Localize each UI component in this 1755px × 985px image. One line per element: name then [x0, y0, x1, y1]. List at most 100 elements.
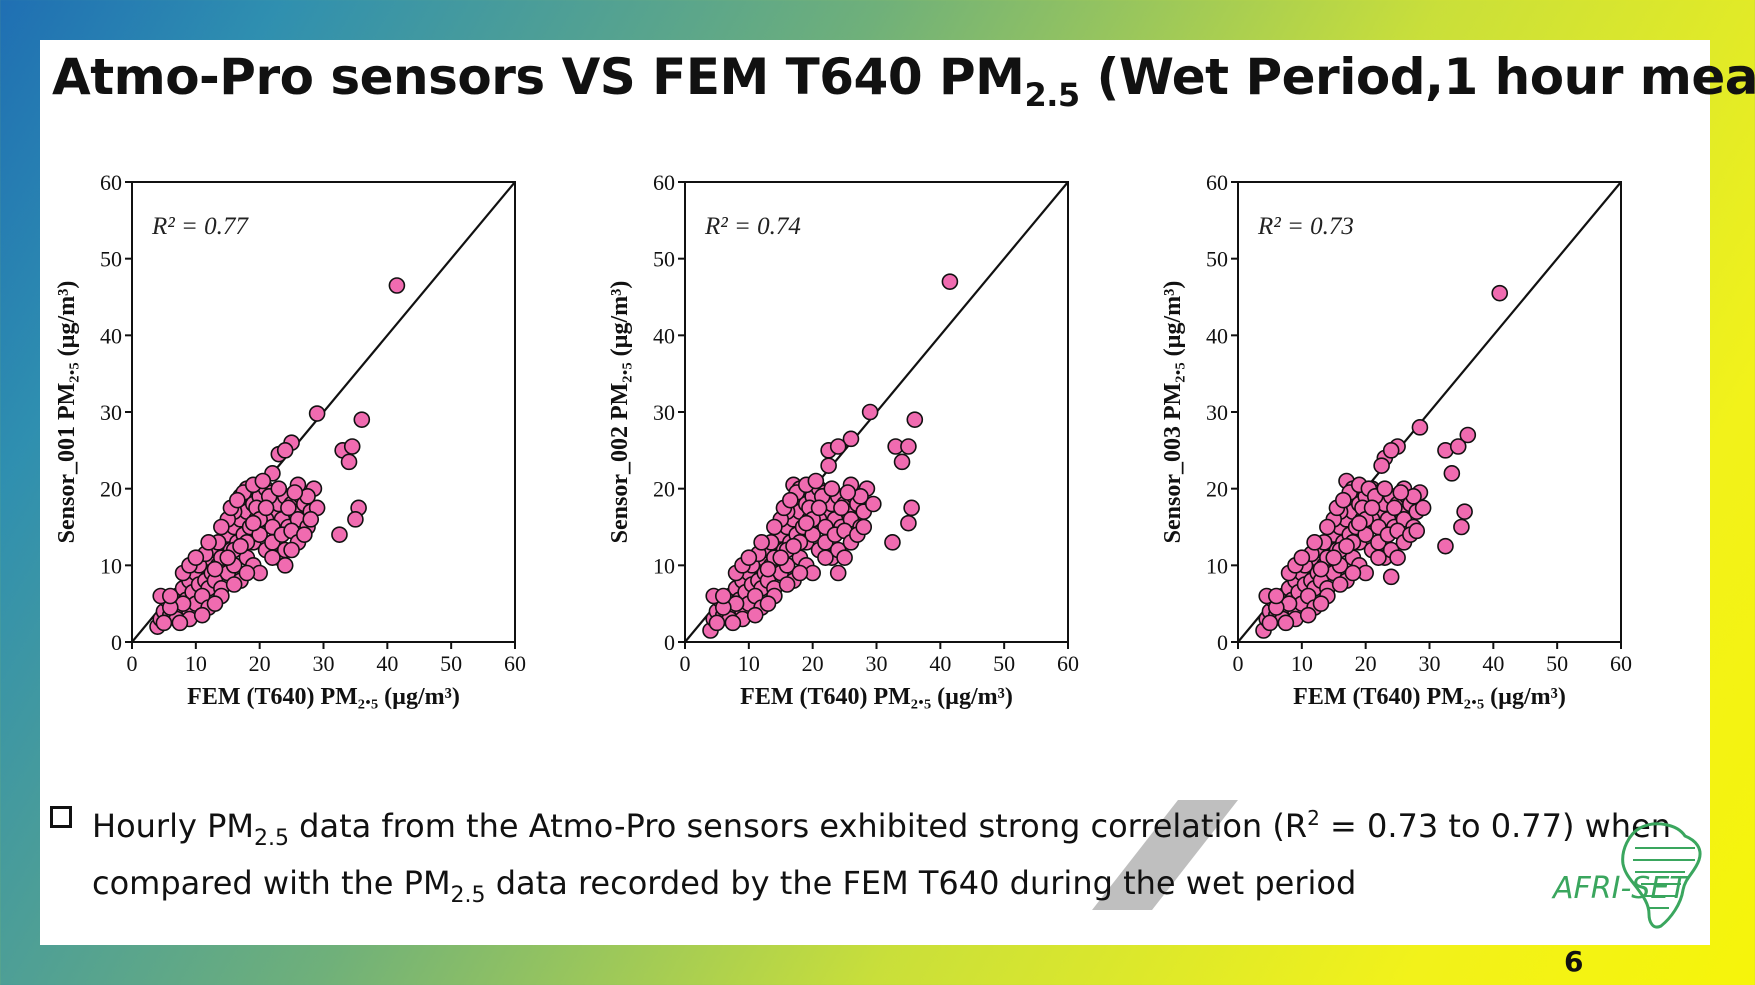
- afri-set-logo: AFRI-SET: [1551, 822, 1702, 929]
- x-tick-label: 60: [1610, 651, 1632, 676]
- x-axis-label: FEM (T640) PM₂.₅ (µg/m³): [1293, 684, 1566, 710]
- data-point: [1443, 465, 1461, 482]
- data-point: [797, 514, 815, 532]
- data-point: [1382, 568, 1400, 586]
- bullet-sup-1: 2: [1307, 806, 1320, 830]
- data-point: [1350, 514, 1368, 532]
- data-point: [759, 595, 777, 612]
- data-point: [833, 499, 850, 517]
- bullet-sub-2: 2.5: [450, 883, 486, 908]
- data-point: [724, 614, 742, 632]
- data-point: [193, 606, 211, 624]
- y-axis-label: Sensor_001 PM₂.₅ (µg/m³): [54, 281, 80, 544]
- data-point: [302, 511, 320, 528]
- data-point: [1363, 499, 1381, 517]
- data-point: [1299, 606, 1317, 624]
- data-point: [772, 549, 790, 566]
- data-point: [836, 549, 853, 566]
- data-point: [1277, 614, 1295, 632]
- y-tick-label: 30: [100, 400, 122, 425]
- data-point: [1376, 480, 1394, 497]
- data-point: [155, 614, 173, 632]
- x-tick-label: 0: [1233, 651, 1244, 676]
- y-tick-label: 30: [1206, 400, 1228, 425]
- data-point: [225, 576, 243, 593]
- data-point: [715, 587, 732, 605]
- data-point: [353, 411, 371, 428]
- data-point: [1312, 595, 1330, 612]
- y-tick-label: 10: [1206, 553, 1228, 578]
- data-point: [791, 564, 809, 582]
- checkbox-bullet-icon: [50, 806, 72, 828]
- data-point: [810, 499, 828, 517]
- data-point: [823, 480, 841, 497]
- x-tick-label: 50: [440, 651, 462, 676]
- x-tick-label: 30: [313, 651, 335, 676]
- bullet-text-2: data from the Atmo-Pro sensors exhibited…: [288, 807, 1308, 845]
- data-point: [753, 534, 770, 551]
- y-tick-label: 0: [664, 630, 675, 655]
- data-point: [162, 587, 179, 605]
- data-point: [1386, 499, 1403, 517]
- data-point: [1382, 442, 1400, 459]
- x-tick-label: 0: [127, 651, 138, 676]
- y-tick-label: 20: [1206, 477, 1228, 502]
- bullet-text: Hourly PM2.5 data from the Atmo-Pro sens…: [92, 796, 1690, 918]
- data-point: [740, 549, 758, 566]
- page-number: 6: [1564, 945, 1584, 978]
- data-point: [1411, 419, 1429, 436]
- y-tick-label: 20: [653, 477, 675, 502]
- y-tick-label: 10: [653, 553, 675, 578]
- data-point: [257, 499, 275, 517]
- data-point: [1459, 426, 1477, 444]
- x-tick-label: 10: [738, 651, 760, 676]
- data-point: [1312, 560, 1330, 578]
- data-point: [1319, 518, 1336, 536]
- data-point: [900, 514, 917, 532]
- bullet-text-1: Hourly PM: [92, 807, 254, 845]
- data-point: [865, 495, 882, 513]
- data-point: [283, 541, 300, 559]
- data-point: [254, 472, 272, 490]
- y-tick-label: 10: [100, 553, 122, 578]
- x-axis-label: FEM (T640) PM₂.₅ (µg/m³): [187, 684, 460, 710]
- data-point: [1491, 284, 1509, 302]
- data-point: [903, 499, 920, 517]
- data-point: [1293, 549, 1311, 566]
- data-point: [829, 564, 847, 582]
- title-tail: (Wet Period,1 hour mean): [1079, 48, 1755, 106]
- data-point: [347, 511, 364, 528]
- slide: Atmo-Pro sensors VS FEM T640 PM2.5 (Wet …: [40, 40, 1755, 945]
- data-point: [1392, 484, 1410, 501]
- data-point: [708, 614, 726, 632]
- x-tick-label: 50: [993, 651, 1015, 676]
- bullet-sub-1: 2.5: [253, 826, 289, 851]
- data-point: [187, 549, 205, 566]
- x-tick-label: 50: [1546, 651, 1568, 676]
- data-point: [286, 484, 304, 501]
- scatter-chart-sensor-002: 0 10 20 30 40 50 60 0 10 20 30 40 50 60 R² = 0.74 FEM (…: [607, 170, 1079, 710]
- data-point: [746, 606, 764, 624]
- data-point: [1373, 457, 1390, 474]
- y-tick-label: 60: [1206, 170, 1228, 195]
- y-axis-label: Sensor_002 PM₂.₅ (µg/m³): [607, 281, 633, 544]
- data-point: [820, 457, 837, 474]
- data-point: [1456, 503, 1473, 520]
- data-point: [331, 526, 348, 543]
- data-point: [884, 534, 901, 551]
- x-tick-label: 20: [802, 651, 824, 676]
- x-axis-label: FEM (T640) PM₂.₅ (µg/m³): [740, 684, 1013, 710]
- data-point: [1331, 576, 1349, 593]
- y-tick-label: 60: [653, 170, 675, 195]
- data-point: [388, 277, 406, 294]
- bullet-point: Hourly PM2.5 data from the Atmo-Pro sens…: [50, 796, 1690, 918]
- slide-title: Atmo-Pro sensors VS FEM T640 PM2.5 (Wet …: [52, 48, 1755, 114]
- data-point: [900, 438, 917, 455]
- data-point: [1344, 564, 1362, 582]
- data-point: [1335, 491, 1352, 509]
- scatter-chart-sensor-003: 0 10 20 30 40 50 60 0 10 20 30 40 50 60 R² = 0.73 FEM (…: [1160, 170, 1632, 710]
- data-point: [280, 499, 297, 517]
- data-point: [264, 549, 281, 566]
- data-point: [238, 564, 256, 582]
- data-point: [308, 405, 326, 422]
